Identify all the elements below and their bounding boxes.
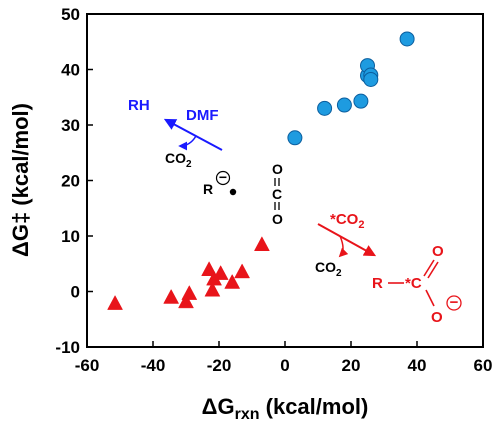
blue-arrow [163, 118, 223, 151]
data-point-triangle [163, 288, 180, 304]
red-c-label: *C [405, 275, 422, 292]
y-tick-label: 30 [61, 116, 80, 135]
blue-co2-label: CO2 [165, 150, 192, 170]
y-tick-label: -10 [55, 338, 80, 357]
center-r-label: R [203, 181, 213, 197]
red-co-double-a [423, 259, 435, 277]
data-point-circle [353, 93, 369, 109]
y-tick-label: 10 [61, 227, 80, 246]
x-tick-label: 0 [280, 356, 289, 375]
blue-branch-arrow [178, 135, 197, 151]
x-axis-title: ΔGrxn (kcal/mol) [202, 394, 369, 423]
data-point-circle [317, 100, 333, 116]
carbanion-co2-structure: R − O C O [203, 161, 283, 227]
data-point-triangle [224, 273, 241, 289]
data-point-circle [336, 97, 352, 113]
data-point-triangle [204, 281, 221, 297]
red-charge-circle [446, 295, 462, 311]
x-tick-label: -40 [141, 356, 166, 375]
data-point-triangle [107, 295, 123, 310]
y-tick-label: 20 [61, 172, 80, 191]
red-reagent-label: *CO2 [330, 211, 364, 231]
y-tick-label: 50 [61, 5, 80, 24]
center-o-top: O [272, 161, 283, 177]
data-point-triangle [178, 293, 194, 309]
data-point-circle [287, 130, 303, 146]
axis-ticks: -60 -40 -20 0 20 40 60 -10 0 10 20 30 40 50 [55, 5, 492, 375]
data-point-triangle [201, 261, 218, 276]
data-point-circle [363, 71, 379, 87]
blue-annotation: RH DMF CO2 [128, 97, 223, 170]
red-arrow [317, 223, 377, 257]
y-axis-title: ΔG‡ (kcal/mol) [8, 103, 33, 257]
red-o-bottom: O [431, 309, 443, 326]
plot-frame [86, 13, 484, 348]
center-charge-sign: − [219, 169, 227, 185]
rh-label: RH [128, 97, 150, 114]
center-c-label: C [272, 186, 282, 202]
x-tick-label: 40 [408, 356, 427, 375]
x-tick-label: -20 [207, 356, 232, 375]
red-branch-arrow [338, 235, 349, 258]
data-point-triangle [181, 285, 198, 300]
dmf-label: DMF [186, 107, 219, 124]
red-charge-sign: − [450, 294, 459, 311]
data-point-triangle [234, 263, 251, 279]
red-o-top: O [432, 243, 444, 260]
red-r-label: R [372, 275, 383, 292]
data-point-circle [399, 31, 415, 47]
data-points [107, 31, 415, 310]
x-tick-label: -60 [75, 356, 100, 375]
center-charge-circle [215, 170, 231, 186]
x-axis-title-delta: ΔG [202, 394, 235, 419]
data-point-triangle [253, 236, 270, 252]
center-dot [229, 188, 237, 196]
x-axis-title-unit: (kcal/mol) [260, 394, 369, 419]
red-annotation: *CO2 CO2 R *C O O − [315, 211, 462, 326]
center-o-bottom: O [272, 211, 283, 227]
red-co-single [425, 289, 435, 307]
x-axis-title-subscript: rxn [235, 406, 260, 423]
data-point-triangle [212, 265, 229, 280]
x-tick-label: 60 [474, 356, 493, 375]
red-co2-label: CO2 [315, 259, 342, 279]
y-tick-label: 40 [61, 61, 80, 80]
red-co-double-b [427, 261, 439, 279]
y-tick-label: 0 [71, 283, 80, 302]
x-tick-label: 20 [342, 356, 361, 375]
